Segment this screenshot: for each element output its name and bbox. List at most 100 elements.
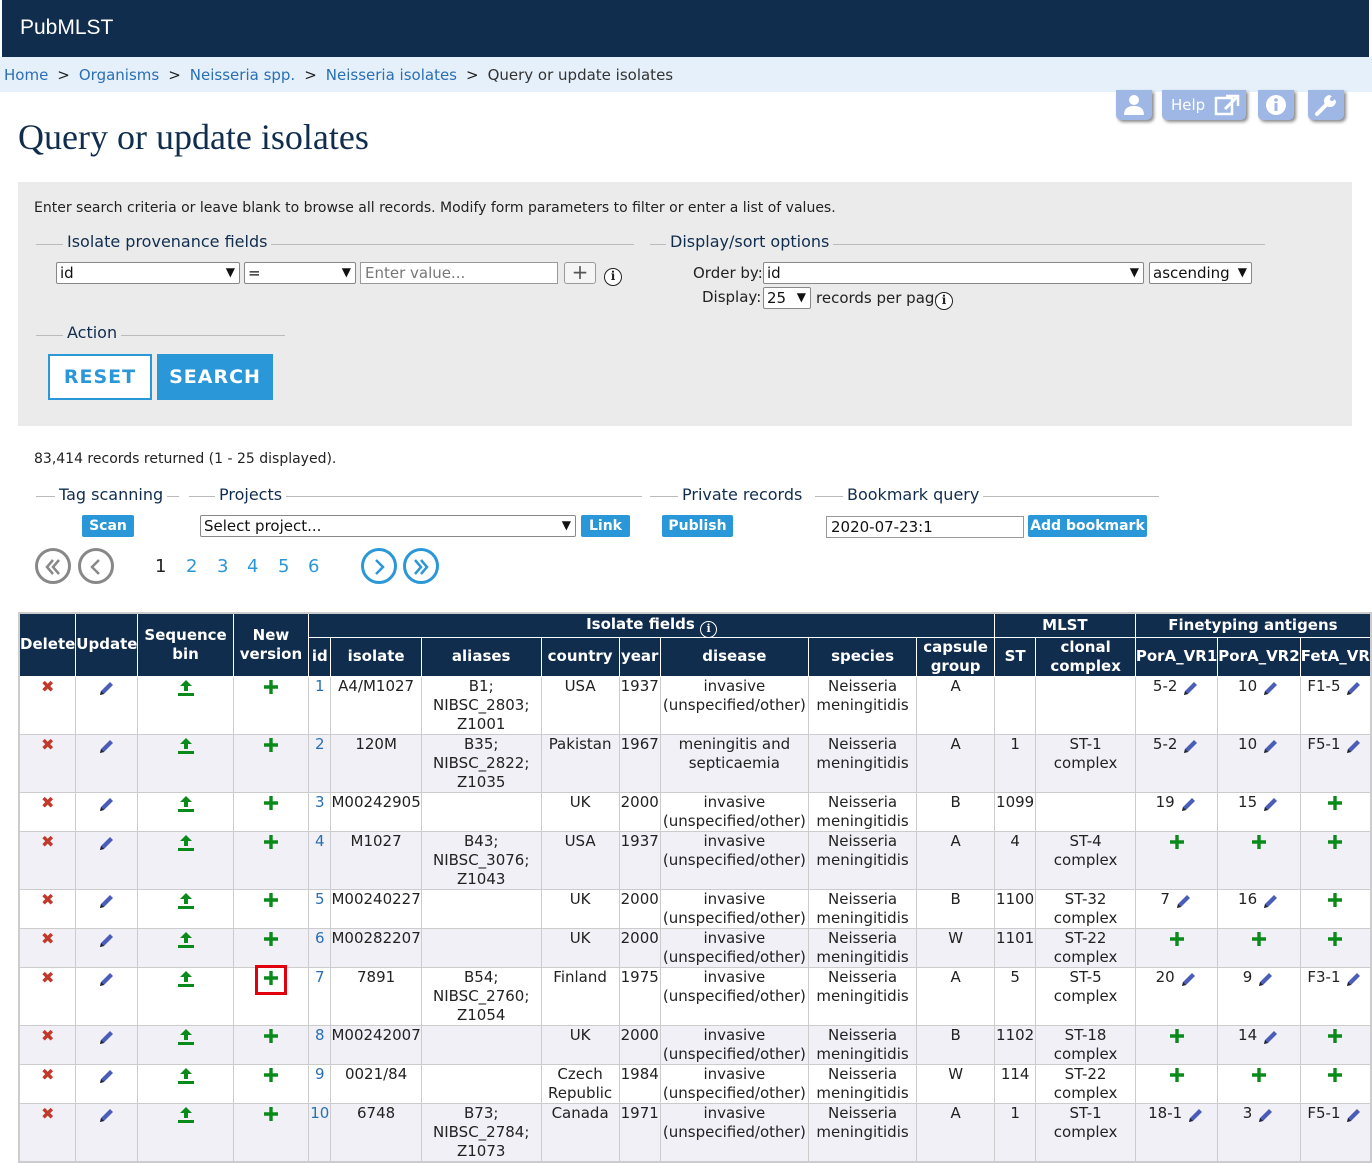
edit-pencil-icon[interactable] [1257,968,1275,986]
add-plus-icon[interactable] [1327,793,1343,811]
col-aliases[interactable]: aliases [420,636,542,677]
col-feta-vr[interactable]: FetA_VR [1299,636,1372,677]
isolate-id-link[interactable]: 1 [315,676,325,695]
search-button[interactable]: SEARCH [157,354,273,400]
upload-icon[interactable] [177,735,195,754]
col-capsule-group[interactable]: capsule group [916,636,995,677]
add-plus-icon[interactable] [1327,929,1343,947]
isolate-id-link[interactable]: 6 [315,928,325,947]
new-version-plus-icon[interactable] [263,677,279,695]
upload-icon[interactable] [177,677,195,696]
new-version-plus-icon[interactable] [263,1104,279,1122]
delete-x-icon[interactable]: ✖ [40,928,55,948]
operator-select[interactable]: = ▼ [244,262,356,284]
first-page-button[interactable] [35,548,71,584]
isolate-id-link[interactable]: 4 [315,831,325,850]
delete-x-icon[interactable]: ✖ [40,1064,55,1084]
col-disease[interactable]: disease [659,636,809,677]
edit-pencil-icon[interactable] [1345,735,1363,753]
edit-pencil-icon[interactable] [1180,968,1198,986]
isolate-id-link[interactable]: 5 [315,889,325,908]
add-plus-icon[interactable] [1251,832,1267,850]
upload-icon[interactable] [177,832,195,851]
add-field-button[interactable]: + [564,262,596,284]
col-pora-vr1[interactable]: PorA_VR1 [1134,636,1219,677]
edit-pencil-icon[interactable] [98,1026,116,1044]
page-4[interactable]: 4 [247,556,259,577]
project-select[interactable]: Select project... ▼ [200,515,576,537]
edit-pencil-icon[interactable] [98,890,116,908]
col-isolate[interactable]: isolate [330,636,422,677]
display-count-select[interactable]: 25 ▼ [763,287,811,309]
add-bookmark-button[interactable]: Add bookmark [1028,515,1147,537]
col-species[interactable]: species [807,636,918,677]
add-plus-icon[interactable] [1251,929,1267,947]
page-2[interactable]: 2 [186,556,198,577]
edit-pencil-icon[interactable] [98,677,116,695]
isolate-id-link[interactable]: 2 [315,734,325,753]
isolate-id-link[interactable]: 7 [315,967,325,986]
upload-icon[interactable] [177,968,195,987]
isolate-id-link[interactable]: 3 [315,792,325,811]
edit-pencil-icon[interactable] [1182,677,1200,695]
add-plus-icon[interactable] [1169,1065,1185,1083]
edit-pencil-icon[interactable] [1262,677,1280,695]
info-button[interactable] [1258,90,1294,120]
edit-pencil-icon[interactable] [1262,1026,1280,1044]
edit-pencil-icon[interactable] [1345,677,1363,695]
bookmark-input[interactable]: 2020-07-23:1 [826,516,1024,538]
upload-icon[interactable] [177,890,195,909]
account-button[interactable] [1116,90,1152,120]
info-icon[interactable]: i [935,292,953,310]
info-icon[interactable]: i [700,621,718,639]
edit-pencil-icon[interactable] [98,929,116,947]
breadcrumb-organisms[interactable]: Organisms [78,66,160,84]
col-year[interactable]: year [618,636,661,677]
page-6[interactable]: 6 [308,556,320,577]
isolate-id-link[interactable]: 9 [315,1064,325,1083]
upload-icon[interactable] [177,1104,195,1123]
page-3[interactable]: 3 [217,556,229,577]
new-version-plus-icon[interactable] [263,832,279,850]
isolate-id-link[interactable]: 8 [315,1025,325,1044]
edit-pencil-icon[interactable] [98,968,116,986]
upload-icon[interactable] [177,793,195,812]
delete-x-icon[interactable]: ✖ [40,676,55,696]
new-version-plus-icon[interactable] [263,929,279,947]
edit-pencil-icon[interactable] [98,1065,116,1083]
tools-button[interactable] [1308,90,1344,120]
breadcrumb-neisseria-spp[interactable]: Neisseria spp. [189,66,296,84]
edit-pencil-icon[interactable] [98,832,116,850]
edit-pencil-icon[interactable] [98,793,116,811]
new-version-plus-icon[interactable] [263,1026,279,1044]
isolate-id-link[interactable]: 10 [310,1103,330,1122]
add-plus-icon[interactable] [1327,832,1343,850]
upload-icon[interactable] [177,1065,195,1084]
upload-icon[interactable] [177,1026,195,1045]
site-brand[interactable]: PubMLST [20,16,114,39]
edit-pencil-icon[interactable] [1175,890,1193,908]
delete-x-icon[interactable]: ✖ [40,831,55,851]
delete-x-icon[interactable]: ✖ [40,734,55,754]
value-input[interactable]: Enter value... [360,262,558,284]
scan-button[interactable]: Scan [82,515,134,537]
delete-x-icon[interactable]: ✖ [40,967,55,987]
edit-pencil-icon[interactable] [1182,735,1200,753]
edit-pencil-icon[interactable] [1345,968,1363,986]
col-country[interactable]: country [540,636,620,677]
field-select[interactable]: id ▼ [56,262,240,284]
delete-x-icon[interactable]: ✖ [40,792,55,812]
order-direction-select[interactable]: ascending ▼ [1149,262,1252,284]
edit-pencil-icon[interactable] [98,735,116,753]
delete-x-icon[interactable]: ✖ [40,1025,55,1045]
previous-page-button[interactable] [78,548,114,584]
add-plus-icon[interactable] [1327,1026,1343,1044]
new-version-plus-icon[interactable] [263,968,279,986]
delete-x-icon[interactable]: ✖ [40,889,55,909]
order-by-select[interactable]: id ▼ [763,262,1144,284]
new-version-plus-icon[interactable] [263,1065,279,1083]
next-page-button[interactable] [361,548,397,584]
col-pora-vr2[interactable]: PorA_VR2 [1217,636,1301,677]
edit-pencil-icon[interactable] [1262,793,1280,811]
breadcrumb-home[interactable]: Home [4,66,49,84]
